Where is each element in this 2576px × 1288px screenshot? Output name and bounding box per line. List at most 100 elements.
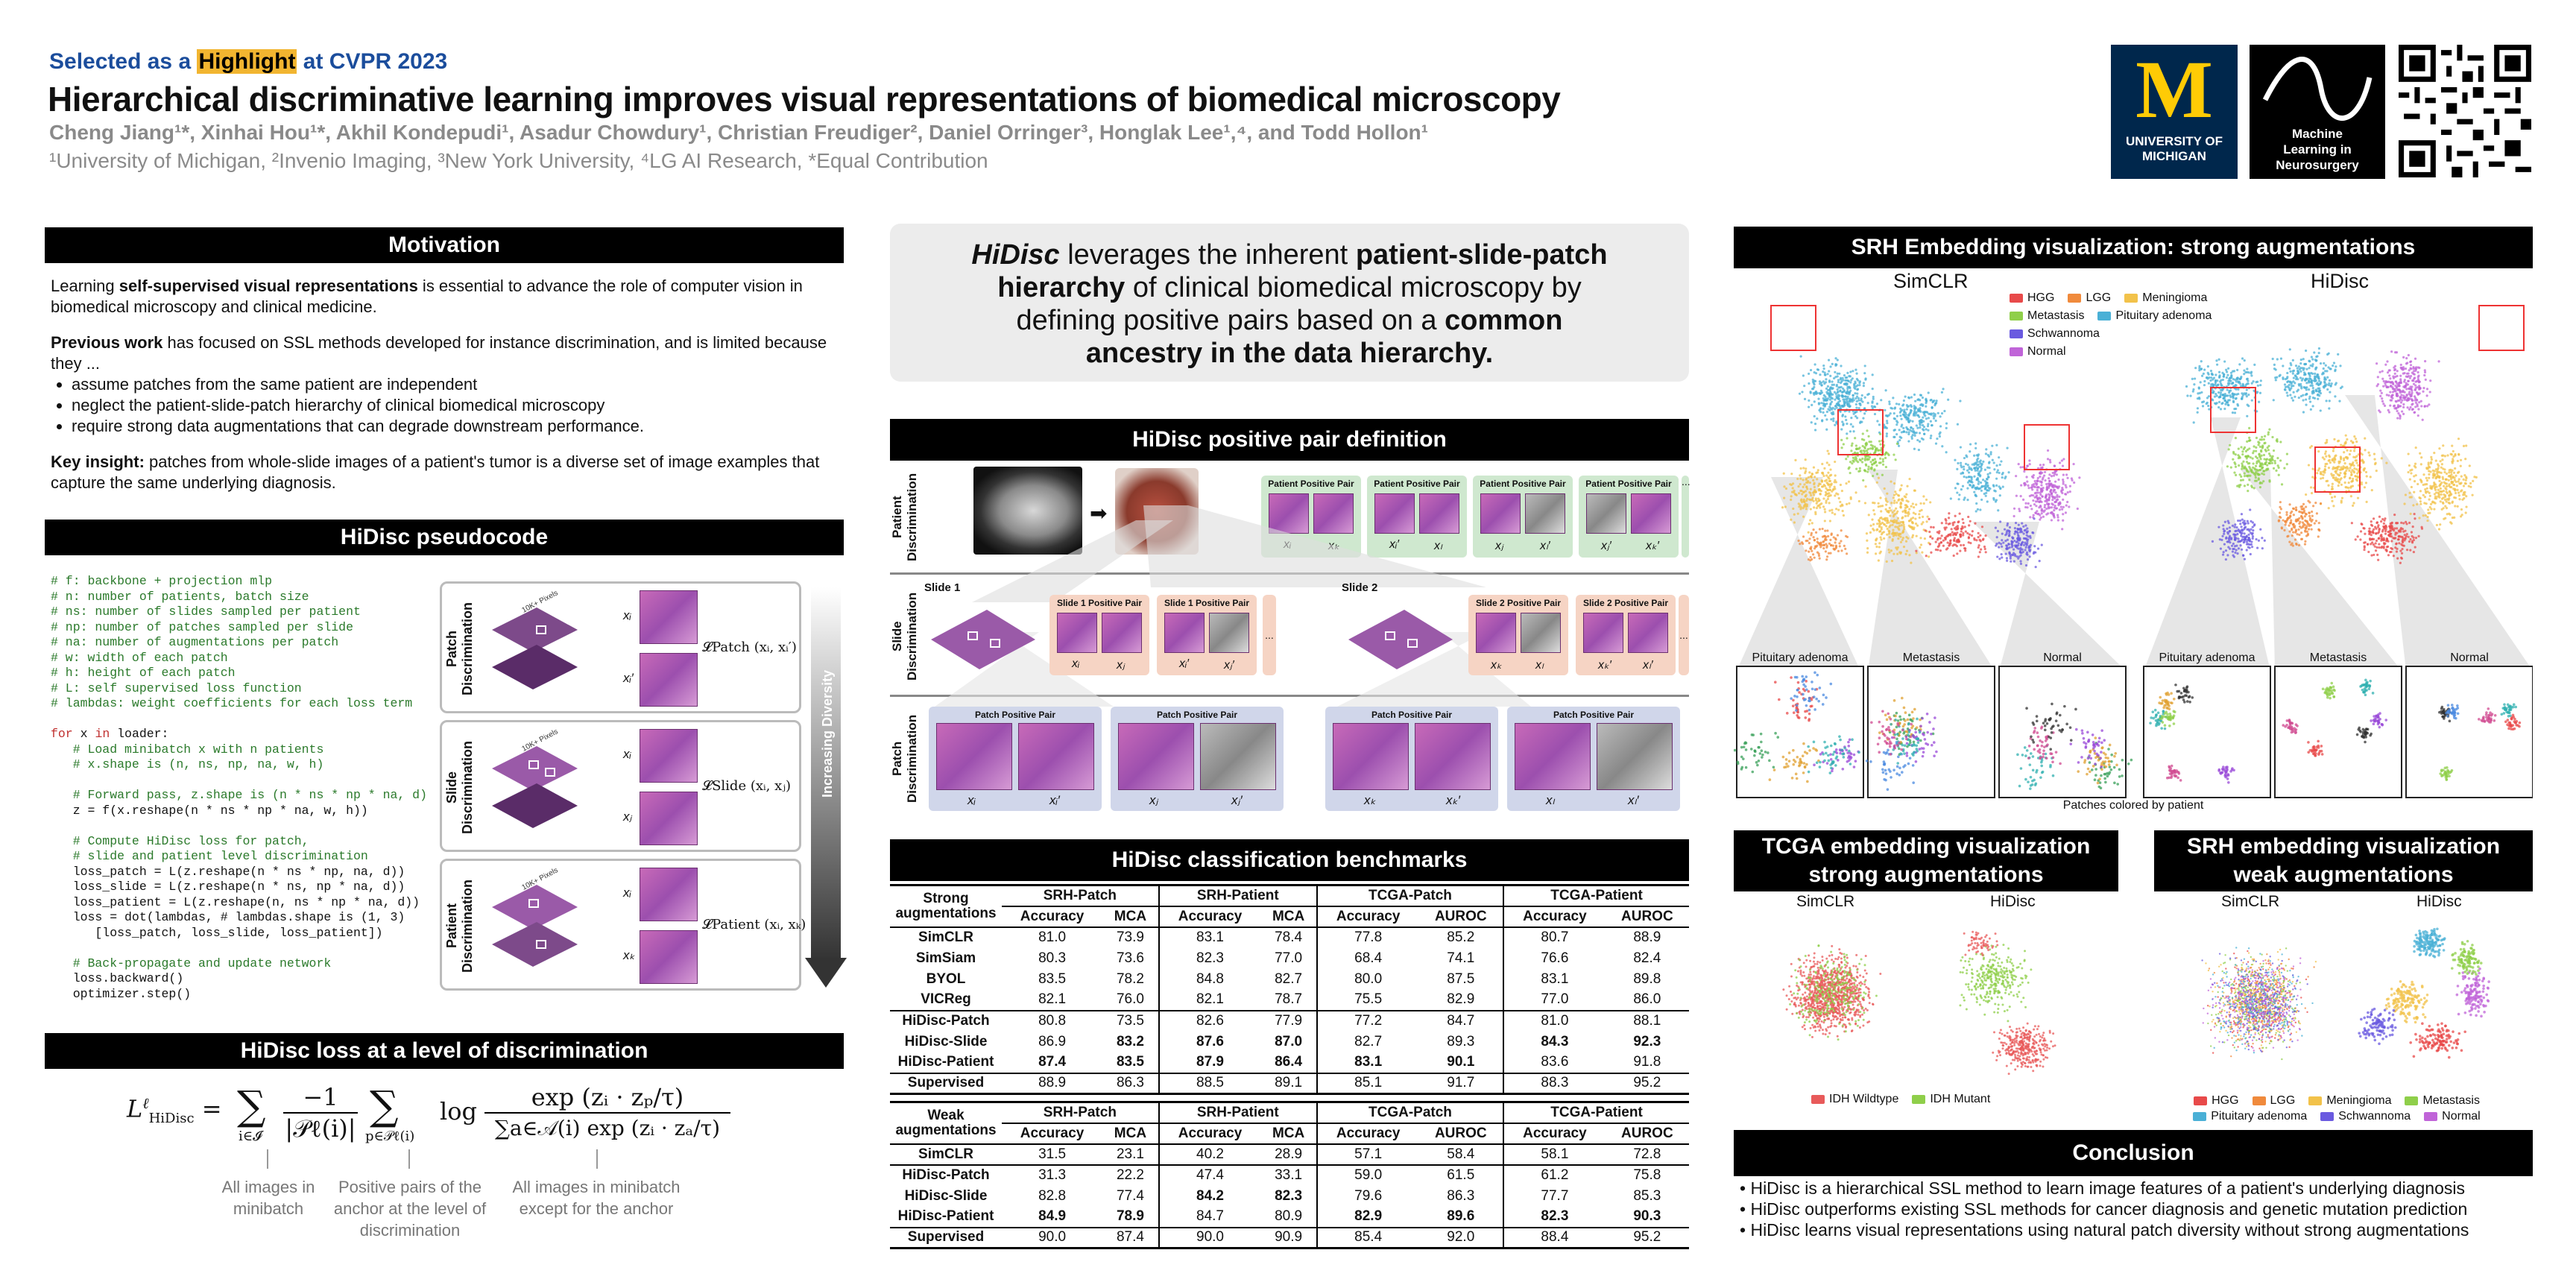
scatter-point <box>2337 474 2340 477</box>
scatter-point <box>2385 394 2388 397</box>
scatter-point <box>2437 495 2440 498</box>
scatter-point <box>1918 440 1922 443</box>
scatter-point <box>1936 411 1939 414</box>
scatter-point <box>2305 398 2308 401</box>
scatter-point <box>1959 461 1963 464</box>
scatter-point <box>2238 456 2241 459</box>
scatter-point <box>1899 505 1902 509</box>
scatter-point <box>2022 543 2026 546</box>
scatter-point <box>1811 687 1814 691</box>
x-label: xᵢ <box>623 886 631 900</box>
scatter-point <box>2246 440 2249 443</box>
scatter-point <box>1805 503 1809 506</box>
table-cell: 85.3 <box>1633 1187 1661 1204</box>
scatter-point <box>1867 465 1870 468</box>
scatter-point <box>1902 413 1905 416</box>
scatter-point <box>2416 414 2419 417</box>
scatter-point <box>2423 502 2426 505</box>
scatter-point <box>1803 483 1806 486</box>
scatter-point <box>1956 467 1959 471</box>
scatter-point <box>1947 534 1950 537</box>
scatter-point <box>1802 683 1805 686</box>
scatter-point <box>2211 540 2214 543</box>
scatter-point <box>1854 368 1857 371</box>
scatter-point <box>2382 379 2385 383</box>
scatter-point <box>2354 438 2358 441</box>
scatter-point <box>1783 485 1786 488</box>
scatter-point <box>2262 470 2265 473</box>
scatter-point <box>1805 540 1808 543</box>
table-row: VICReg 82.1 76.0 82.1 78.7 75.5 82.9 77.0 86.0 <box>890 989 1689 1011</box>
scatter-point <box>2401 540 2404 543</box>
scatter-point <box>2405 382 2408 385</box>
scatter-point <box>1970 476 1973 479</box>
scatter-point <box>1973 464 1976 467</box>
scatter-point <box>2452 471 2456 474</box>
scatter-point <box>2062 480 2065 484</box>
scatter-point <box>1814 511 1817 514</box>
scatter-point <box>2329 391 2332 394</box>
scatter-point <box>1805 508 1808 511</box>
scatter-point <box>1830 543 1833 546</box>
scatter-point <box>2323 381 2326 385</box>
scatter-point <box>1939 549 1942 552</box>
scatter-point <box>2207 404 2210 408</box>
scatter-point <box>2408 408 2411 411</box>
scatter-point <box>1834 474 1837 477</box>
scatter-point <box>2019 528 2023 531</box>
scatter-point <box>1808 537 1811 540</box>
table-cell: 87.9 <box>1158 1052 1261 1073</box>
scatter-point <box>1886 420 1889 423</box>
scatter-point <box>2235 544 2238 547</box>
scatter-point <box>2317 449 2320 453</box>
scatter-point <box>2311 384 2314 387</box>
scatter-point <box>2213 395 2217 398</box>
scatter-point <box>1980 485 1983 488</box>
scatter-point <box>2228 389 2231 393</box>
scatter-point <box>2328 400 2331 402</box>
scatter-point <box>2308 524 2311 528</box>
scatter-point <box>2430 455 2433 458</box>
scatter-point <box>2390 524 2393 527</box>
legend-item: Schwannoma <box>2010 325 2100 343</box>
scatter-point <box>2353 467 2356 470</box>
scatter-point <box>1913 412 1916 415</box>
scatter-point <box>2226 520 2229 523</box>
pair-title: Patch Positive Pair <box>1156 710 1238 720</box>
legend-swatch <box>2068 293 2082 303</box>
scatter-point <box>2246 448 2250 452</box>
scatter-point <box>2425 394 2428 397</box>
scatter-point <box>1925 520 1928 523</box>
scatter-point <box>1933 414 1936 417</box>
scatter-point <box>2472 479 2475 482</box>
scatter-point <box>1852 460 1855 463</box>
scatter-point <box>2027 486 2030 490</box>
scatter-point <box>2066 500 2069 504</box>
scatter-point <box>2291 507 2295 510</box>
scatter-point <box>1831 413 1834 416</box>
scatter-point <box>1790 498 1793 502</box>
scatter-point <box>2458 498 2461 501</box>
scatter-point <box>1817 699 1820 703</box>
scatter-point <box>1843 374 1846 377</box>
scatter-point <box>2326 462 2329 465</box>
scatter-point <box>2248 529 2251 532</box>
scatter-point <box>1956 423 1960 426</box>
scatter-point <box>1953 527 1957 530</box>
scatter-point <box>1809 391 1812 394</box>
scatter-point <box>1906 405 1909 408</box>
scatter-point <box>1976 469 1979 472</box>
scatter-point <box>1852 394 1854 397</box>
scatter-point <box>1892 528 1895 531</box>
scatter-point <box>1982 479 1985 482</box>
scatter-point <box>1903 528 1906 531</box>
scatter-point <box>1768 778 1772 781</box>
scatter-point <box>2001 485 2004 488</box>
scatter-point <box>2288 348 2291 351</box>
table-cell: 87.4 <box>1038 1054 1067 1070</box>
scatter-point <box>1834 405 1837 408</box>
scatter-point <box>1822 505 1825 508</box>
scatter-point <box>1875 402 1879 405</box>
scatter-point <box>1877 559 1880 562</box>
scatter-point <box>1802 742 1805 745</box>
